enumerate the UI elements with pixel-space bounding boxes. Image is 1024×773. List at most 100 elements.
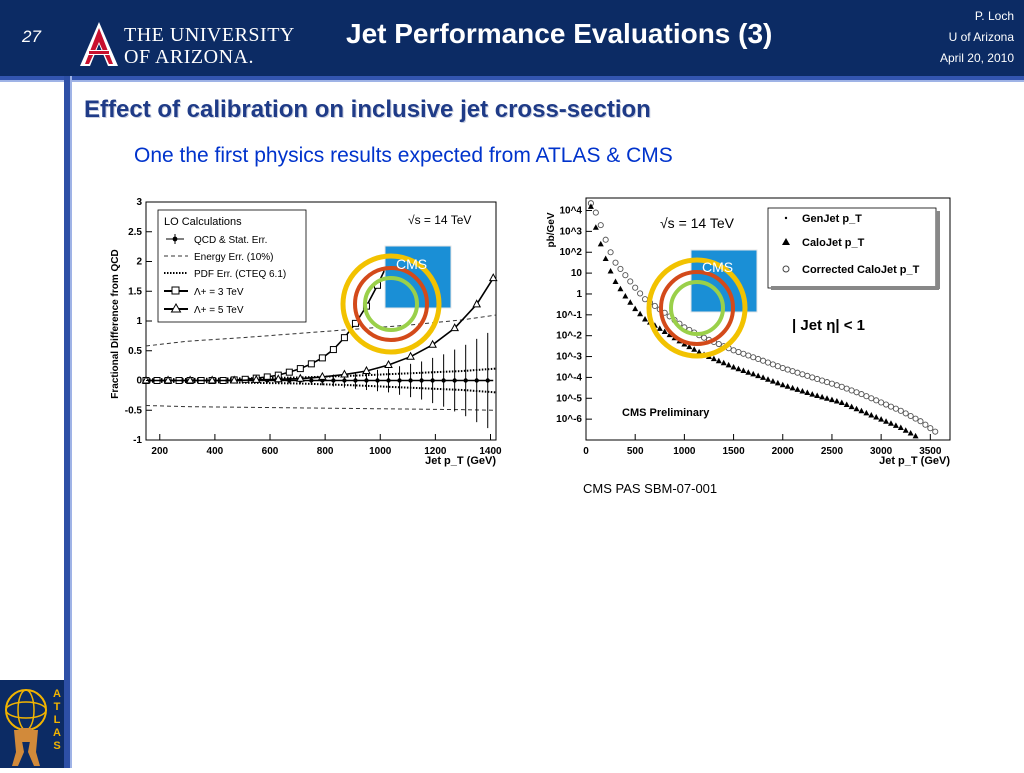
legend-label-calojet: CaloJet p_T (802, 237, 865, 249)
atlas-figure-icon (5, 689, 47, 766)
legend-title: LO Calculations (164, 216, 242, 228)
lambda5-point (450, 323, 459, 332)
lambda5-point (229, 375, 239, 384)
calojet-point (607, 268, 614, 274)
calojet-point (597, 240, 604, 247)
lambda5-point (295, 373, 305, 382)
corrected-calojet-point (907, 412, 914, 420)
y-tick-label: 10^4 (559, 206, 582, 217)
author: P. Loch (974, 9, 1014, 23)
calojet-point (912, 432, 919, 439)
calojet-point (779, 381, 786, 388)
slide-title: Jet Performance Evaluations (3) (346, 18, 773, 49)
corrected-calojet-point (887, 403, 895, 410)
lambda3-point (285, 368, 293, 376)
lambda5-point (406, 351, 415, 360)
calojet-point (878, 416, 885, 422)
x-axis-label: Jet p_T (GeV) (879, 455, 950, 467)
cms-jet-cross-section-chart: 0 500 1000 1500 2000 2500 3000 3500 10^4 10^3 10^2… (546, 197, 951, 467)
calojet-point (627, 299, 634, 305)
y-tick-label: 10^-4 (556, 372, 582, 383)
legend-box (767, 207, 937, 289)
slide-header: 27 THE UNIVERSITY OF ARIZONA. Jet Perfor… (0, 0, 1024, 76)
calojet-point (848, 403, 855, 410)
lambda3-point (340, 334, 348, 342)
side-divider-light (70, 76, 72, 768)
corrected-calojet-point (607, 249, 614, 256)
calojet-point (907, 430, 914, 436)
y-tick-label: 0 (136, 376, 142, 387)
lambda5-point (384, 359, 393, 369)
calojet-point (828, 396, 835, 403)
calojet-point (799, 387, 806, 394)
x-tick-label: 1400 (479, 446, 502, 457)
x-tick-label: 2500 (821, 446, 844, 457)
y-axis-label: pb/GeV (546, 212, 557, 247)
lambda3-point (296, 365, 304, 373)
lambda5-point (207, 375, 217, 384)
calojet-point (765, 376, 771, 382)
y-tick-label: 10^2 (559, 247, 582, 258)
corrected-calojet-point (922, 421, 929, 428)
corrected-calojet-point (809, 374, 816, 381)
calojet-point (819, 393, 826, 400)
university-name-line2: OF ARIZONA. (124, 46, 254, 68)
legend-label-corrected: Corrected CaloJet p_T (802, 264, 920, 276)
lambda3-point (307, 360, 315, 368)
y-tick-label: 10 (571, 268, 583, 279)
calojet-point (843, 401, 850, 408)
calojet-point (863, 409, 870, 416)
energy-err-band-upper (145, 314, 497, 347)
calojet-point (750, 370, 757, 377)
calojet-point (745, 369, 752, 375)
calojet-point (637, 310, 644, 317)
y-tick-label: 10^-6 (556, 414, 582, 425)
energy-err-band-lower (145, 404, 497, 411)
corrected-calojet-point (641, 296, 649, 303)
calojet-point (686, 343, 693, 350)
legend-label-energy: Energy Err. (10%) (194, 252, 273, 263)
y-tick-label: 2.5 (128, 227, 142, 238)
legend-label-pdf: PDF Err. (CTEQ 6.1) (194, 269, 286, 280)
corrected-calojet-point (828, 380, 835, 387)
calojet-point (661, 328, 668, 335)
calojet-point (592, 224, 599, 230)
x-tick-label: 1200 (424, 446, 447, 457)
corrected-calojet-point (833, 382, 840, 389)
corrected-calojet-point (892, 405, 899, 412)
legend-box (157, 209, 307, 323)
calojet-point (735, 365, 742, 372)
calojet-point (897, 424, 904, 430)
calojet-point (824, 395, 831, 401)
calojet-point (868, 411, 875, 418)
cms-logo-icon: CMS (646, 249, 758, 359)
lambda5-point (472, 299, 482, 308)
calojet-point (838, 399, 845, 405)
corrected-calojet-point (627, 278, 634, 285)
calojet-point (720, 359, 727, 366)
x-tick-label: 1500 (722, 446, 745, 457)
calojet-point (755, 372, 762, 379)
svg-text:CMS: CMS (702, 259, 733, 275)
calojet-point (612, 278, 619, 284)
legend-marker-calojet (782, 238, 790, 245)
calojet-point (656, 325, 663, 331)
calojet-point (769, 378, 776, 384)
y-tick-label: 10^-2 (556, 331, 582, 342)
x-tick-label: 3500 (919, 446, 942, 457)
corrected-calojet-point (863, 393, 870, 400)
corrected-calojet-point (878, 399, 885, 406)
calojet-point (774, 379, 781, 386)
calojet-point (892, 422, 899, 428)
calojet-point (632, 305, 639, 312)
lambda5-point (318, 371, 327, 380)
corrected-calojet-point (927, 425, 934, 432)
x-tick-label: 400 (207, 446, 224, 457)
calojet-point (760, 374, 767, 380)
x-tick-label: 3000 (870, 446, 893, 457)
corrected-calojet-point (853, 389, 860, 396)
corrected-calojet-point (750, 354, 757, 361)
legend-label-l5: Λ+ = 5 TeV (194, 305, 244, 316)
y-tick-label: 3 (136, 197, 142, 208)
corrected-calojet-point (838, 383, 845, 390)
